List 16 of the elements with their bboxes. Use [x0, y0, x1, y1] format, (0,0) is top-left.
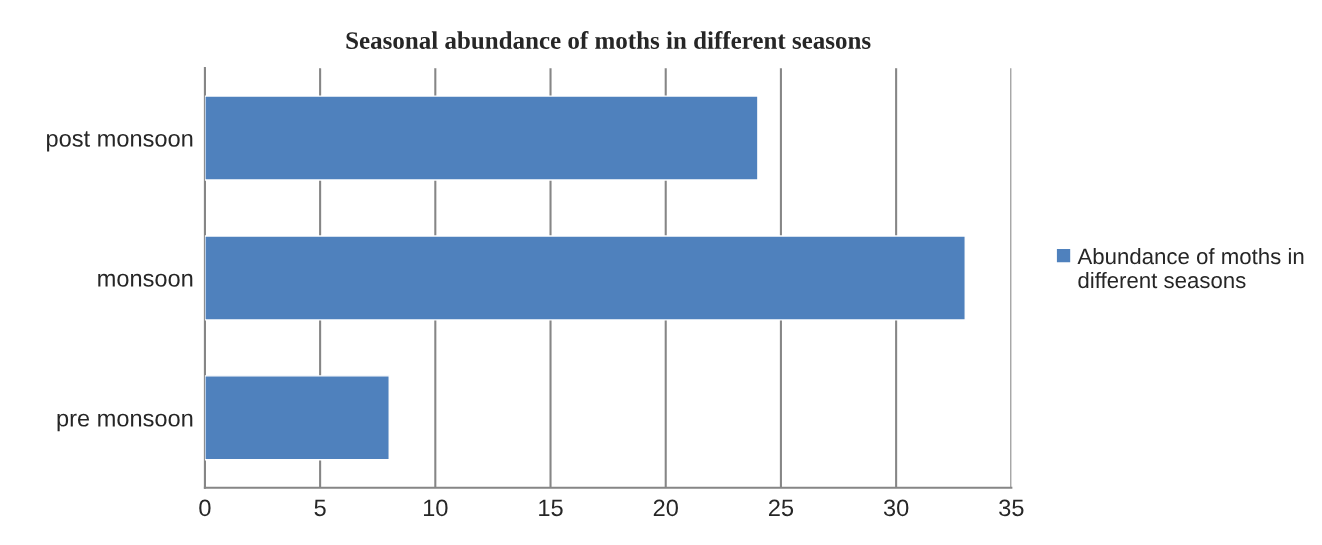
x-tick-label: 10	[423, 499, 448, 517]
x-tick-label: 5	[314, 499, 326, 517]
legend-label: Abundance of moths in different seasons	[1077, 247, 1304, 289]
bar	[204, 95, 759, 181]
x-tick-label: 15	[539, 499, 563, 517]
y-tick-label: post monsoon	[47, 131, 193, 152]
bar	[204, 235, 966, 321]
y-tick-label: monsoon	[98, 273, 193, 287]
x-tick-label: 0	[199, 499, 211, 517]
bar	[204, 375, 390, 461]
x-tick-label: 35	[999, 499, 1024, 517]
chart-title: Seasonal abundance of moths in different seasons	[346, 31, 871, 49]
x-tick-label: 20	[653, 499, 678, 517]
x-tick-label: 30	[883, 499, 909, 517]
x-tick-label: 25	[768, 499, 794, 517]
y-tick-label: pre monsoon	[57, 413, 193, 432]
